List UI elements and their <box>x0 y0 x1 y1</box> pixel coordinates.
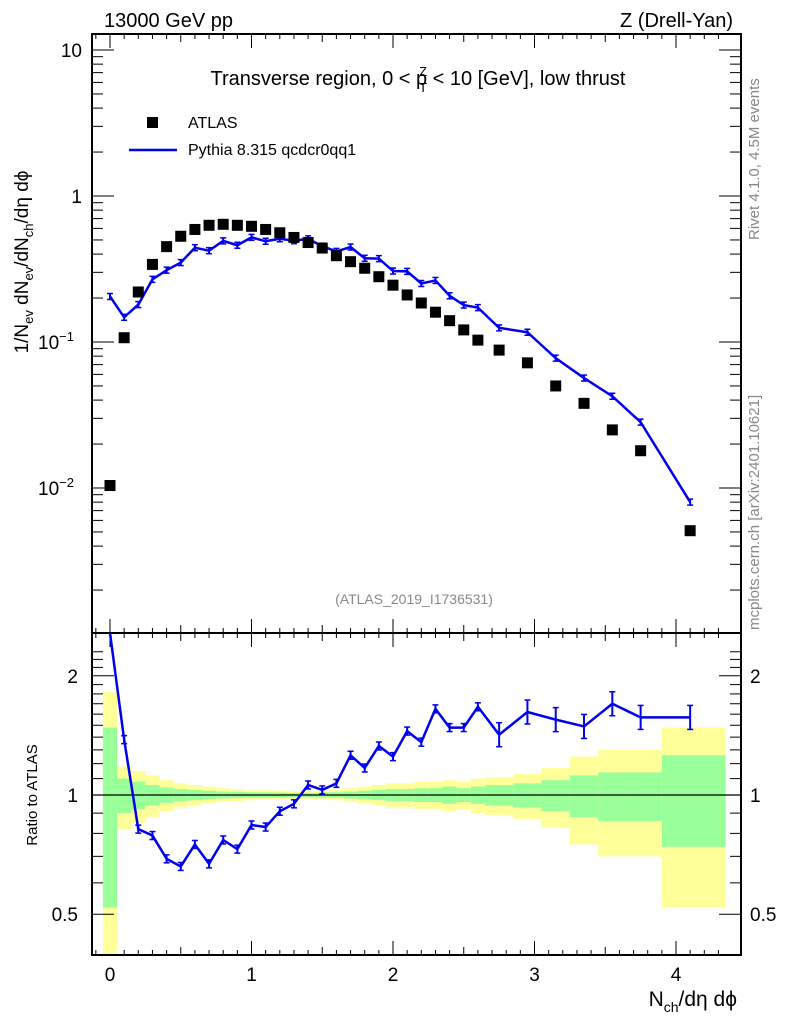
atlas-data-point <box>161 241 173 253</box>
atlas-data-point <box>550 380 562 392</box>
atlas-data-point <box>132 286 144 298</box>
ratio-panel-frame <box>91 632 742 956</box>
atlas-data-point <box>104 480 116 492</box>
ratio-y-tick-label-right: 1 <box>750 786 761 807</box>
atlas-data-point <box>302 237 314 249</box>
atlas-data-point <box>288 231 300 243</box>
legend-atlas-label: ATLAS <box>188 115 238 132</box>
header-left: 13000 GeV pp <box>104 10 233 32</box>
y-tick-label: 1 <box>71 187 82 208</box>
atlas-data-point <box>429 306 441 318</box>
mcplots-label: mcplots.cern.ch [arXiv:2401.10621] <box>746 395 763 630</box>
ratio-y-tick-label-right: 0.5 <box>750 905 776 926</box>
atlas-data-point <box>493 344 505 356</box>
atlas-data-point <box>217 218 229 230</box>
atlas-data-point <box>684 525 696 537</box>
ratio-axis-ticks: 0.5 0.5 1 1 2 2 0 1 2 3 4 <box>52 651 776 986</box>
ratio-band-inner <box>661 755 726 847</box>
atlas-data-point <box>203 219 215 231</box>
x-tick-label: 1 <box>246 965 257 986</box>
atlas-data-point <box>345 256 357 268</box>
legend: ATLAS Pythia 8.315 qcdcr0qq1 <box>129 115 356 159</box>
x-axis-label: Nch/dη dϕ <box>649 988 737 1015</box>
x-tick-label: 4 <box>671 965 682 986</box>
pythia-curve <box>108 236 692 503</box>
atlas-data-point <box>274 227 286 239</box>
ratio-y-tick-label-right: 2 <box>750 667 761 688</box>
atlas-data-point <box>578 397 590 409</box>
ratio-bands <box>102 692 726 955</box>
atlas-data-point <box>444 315 456 327</box>
atlas-data-point <box>401 289 413 301</box>
atlas-data-point <box>316 242 328 254</box>
atlas-data-point <box>189 223 201 235</box>
atlas-data-point <box>635 445 647 457</box>
atlas-data-point <box>472 334 484 346</box>
atlas-data-point <box>146 258 158 270</box>
main-axis-ticks: 10 1 10−1 10−2 <box>38 34 741 955</box>
ratio-series <box>108 632 694 872</box>
ratio-band-inner <box>569 775 599 817</box>
legend-pythia-label: Pythia 8.315 qcdcr0qq1 <box>188 142 356 159</box>
ratio-curve <box>108 632 691 869</box>
main-y-axis-label: 1/Nev dNev/dNch/dη dϕ <box>12 171 36 354</box>
atlas-data-point <box>175 230 187 242</box>
ratio-band-inner <box>102 727 118 908</box>
ratio-band-inner <box>541 780 570 812</box>
atlas-data-point <box>458 324 470 336</box>
y-tick-label: 10−1 <box>38 329 74 354</box>
legend-atlas-marker <box>147 117 158 128</box>
x-tick-label: 3 <box>529 965 540 986</box>
ratio-band-inner <box>117 778 132 814</box>
main-series <box>104 218 696 537</box>
analysis-tag: (ATLAS_2019_I1736531) <box>335 591 493 607</box>
atlas-data-point <box>246 220 257 232</box>
atlas-data-point <box>387 279 399 291</box>
atlas-data-point <box>330 250 342 262</box>
atlas-data-point <box>118 332 130 344</box>
y-tick-label: 10−2 <box>38 475 74 500</box>
ratio-y-tick-label-left: 1 <box>67 786 78 807</box>
atlas-data-point <box>260 223 272 235</box>
header-right: Z (Drell-Yan) <box>620 10 733 32</box>
ratio-band-inner <box>626 772 662 821</box>
ratio-y-tick-label-left: 0.5 <box>52 905 78 926</box>
atlas-data-point <box>415 297 427 309</box>
atlas-data-point <box>231 219 243 231</box>
rivet-version-label: Rivet 4.1.0, 4.5M events <box>746 78 763 240</box>
ratio-y-tick-label-left: 2 <box>67 667 78 688</box>
y-tick-label: 10 <box>61 41 82 62</box>
x-tick-label: 0 <box>105 965 116 986</box>
atlas-data-point <box>606 424 618 436</box>
ratio-y-axis-label: Ratio to ATLAS <box>24 744 41 845</box>
atlas-data-point <box>373 271 385 283</box>
atlas-data-point <box>359 262 371 274</box>
plot-title: Transverse region, 0 < pZ T < 10 [GeV], l… <box>211 64 626 95</box>
x-tick-label: 2 <box>388 965 399 986</box>
atlas-data-point <box>521 357 533 369</box>
ratio-band-inner <box>598 772 627 821</box>
